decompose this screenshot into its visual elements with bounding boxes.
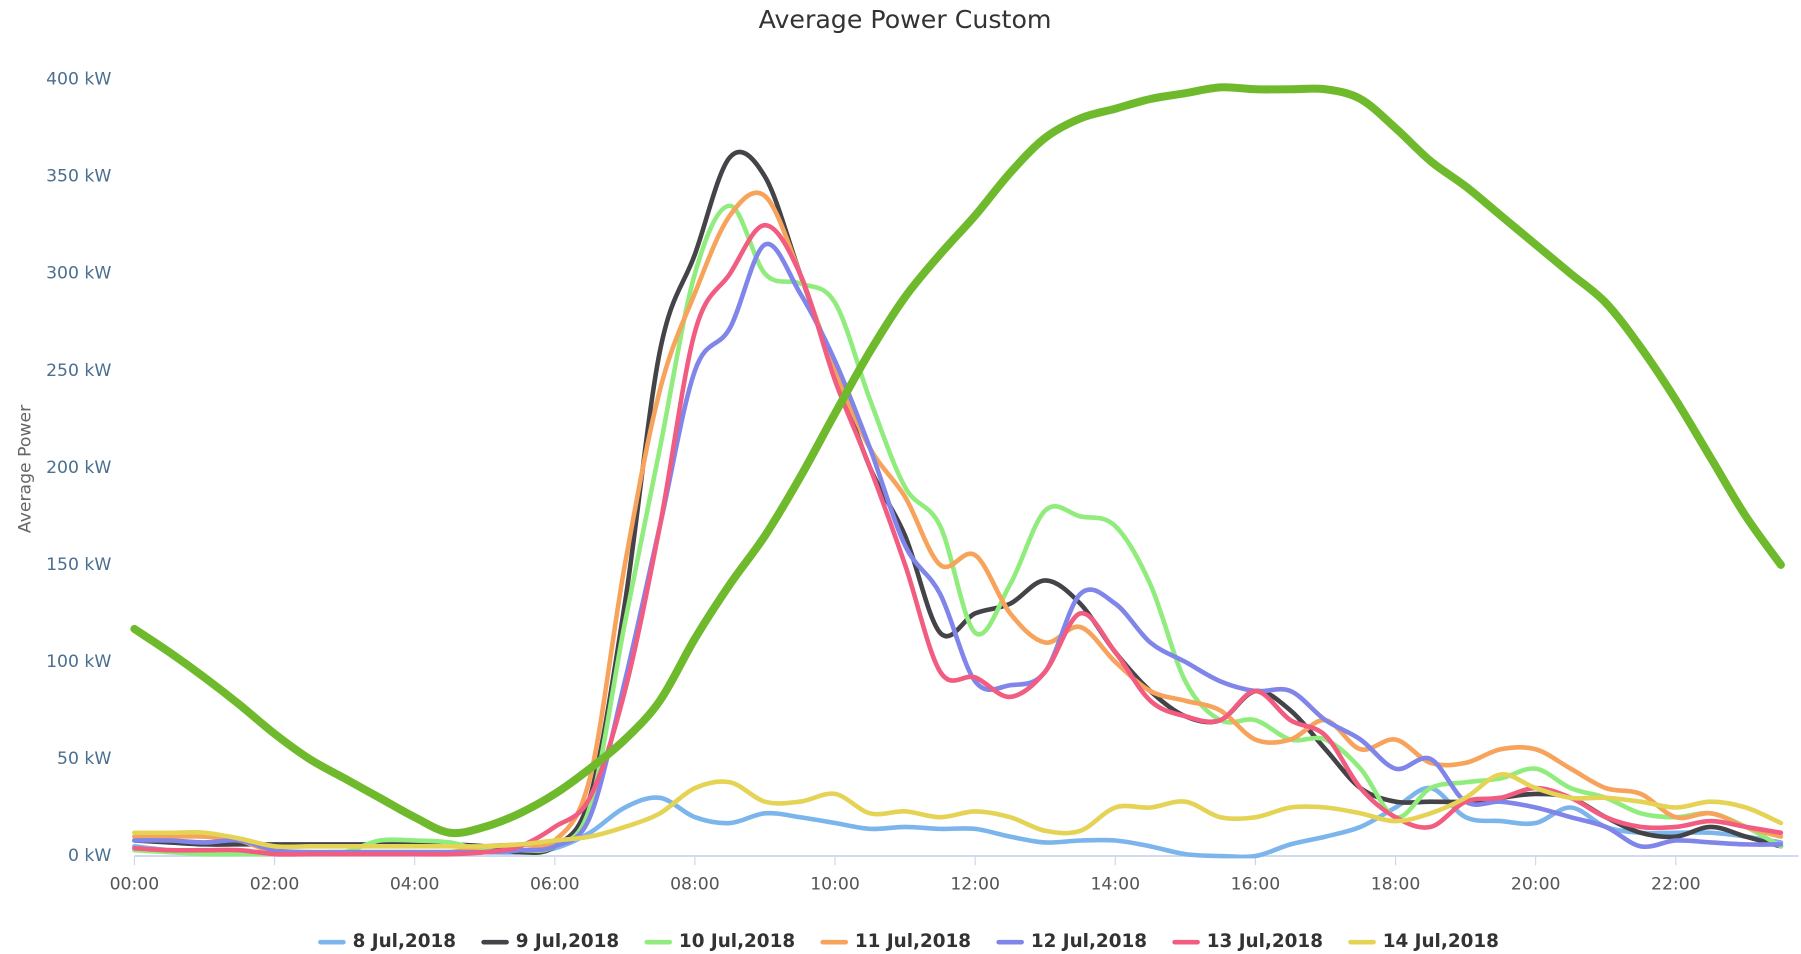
- y-tick-label: 300 kW: [46, 264, 111, 284]
- legend-label: 10 Jul,2018: [679, 931, 795, 952]
- series-line: [130, 83, 1785, 838]
- x-tick-label: 00:00: [110, 875, 160, 895]
- series-line: [132, 203, 1784, 857]
- series-line: [132, 190, 1784, 856]
- y-tick-label: 400 kW: [46, 70, 111, 90]
- legend-item: 8 Jul,2018: [318, 931, 456, 952]
- legend-item: 14 Jul,2018: [1348, 931, 1499, 952]
- legend-item: 10 Jul,2018: [644, 931, 795, 952]
- x-tick-label: 10:00: [810, 875, 860, 895]
- y-tick-label: 0 kW: [68, 846, 111, 866]
- y-tick-label: 100 kW: [46, 652, 111, 672]
- y-tick-label: 350 kW: [46, 167, 111, 187]
- x-tick-label: 06:00: [530, 875, 580, 895]
- series-line: [132, 241, 1784, 855]
- legend-label: 11 Jul,2018: [855, 931, 971, 952]
- x-tick-label: 16:00: [1231, 875, 1281, 895]
- y-axis-label: Average Power: [15, 404, 35, 533]
- x-tick-label: 08:00: [670, 875, 720, 895]
- legend-label: 12 Jul,2018: [1031, 931, 1147, 952]
- y-tick-label: 50 kW: [57, 749, 111, 769]
- x-tick-label: 18:00: [1371, 875, 1421, 895]
- y-tick-label: 250 kW: [46, 361, 111, 381]
- legend-label: 13 Jul,2018: [1207, 931, 1323, 952]
- legend-item: 11 Jul,2018: [820, 931, 971, 952]
- legend-item: 12 Jul,2018: [996, 931, 1147, 952]
- y-tick-label: 150 kW: [46, 555, 111, 575]
- legend-label: 14 Jul,2018: [1383, 931, 1499, 952]
- x-tick-label: 12:00: [950, 875, 1000, 895]
- series-line: [132, 222, 1784, 857]
- y-tick-label: 200 kW: [46, 458, 111, 478]
- x-tick-label: 04:00: [390, 875, 440, 895]
- legend-label: 9 Jul,2018: [516, 931, 619, 952]
- chart-title: Average Power Custom: [759, 5, 1052, 34]
- legend-item: 9 Jul,2018: [481, 931, 619, 952]
- x-tick-label: 20:00: [1511, 875, 1561, 895]
- legend-item: 13 Jul,2018: [1172, 931, 1323, 952]
- x-tick-label: 22:00: [1651, 875, 1701, 895]
- legend-label: 8 Jul,2018: [353, 931, 456, 952]
- series-line: [132, 772, 1784, 850]
- x-tick-label: 14:00: [1090, 875, 1140, 895]
- x-tick-label: 02:00: [250, 875, 300, 895]
